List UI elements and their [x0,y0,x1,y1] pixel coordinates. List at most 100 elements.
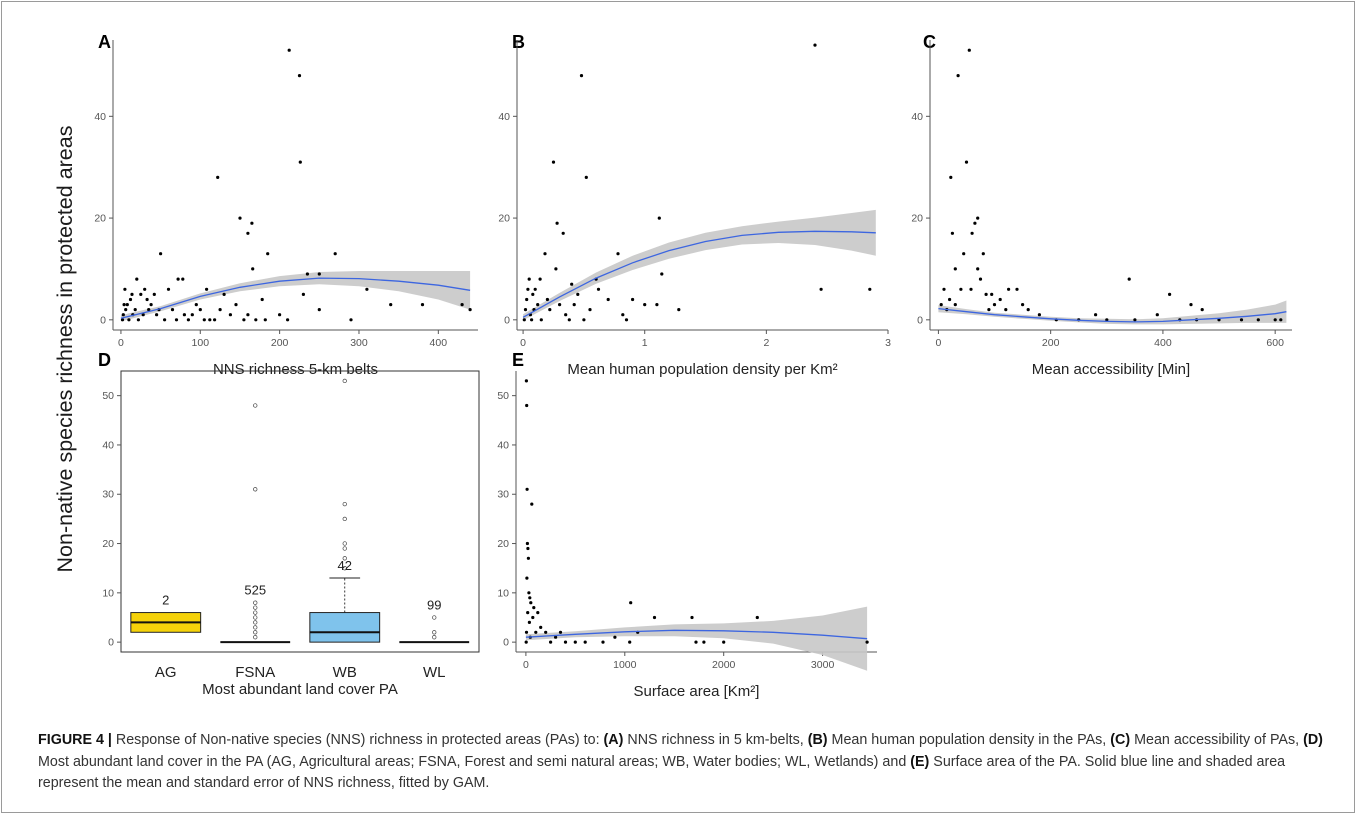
data-point [1200,308,1204,312]
caption-segment: (A) [603,732,624,748]
data-point [953,267,957,271]
outlier-point [253,615,258,620]
data-point [190,313,194,317]
outlier-point [342,516,347,522]
data-point [123,287,127,291]
data-point [155,313,159,317]
y-tick-label: 40 [497,439,509,451]
data-point [468,308,472,312]
data-point [865,640,869,644]
panel-b: B 0 20 40 0 1 2 3 Mean human population density … [498,32,891,378]
x-tick-label: 200 [1042,337,1060,349]
x-axis-label: Most abundant land cover PA [202,681,398,698]
data-point [613,635,617,639]
data-point [579,74,584,78]
panel-letter: A [98,32,111,52]
x-tick-label: 300 [350,337,368,349]
data-point [554,267,558,271]
data-point [962,252,966,256]
plots-canvas: Non-native species richness in protected… [53,32,1292,700]
data-point [536,611,540,615]
data-point [987,308,991,312]
data-point [287,48,291,52]
figure-caption: FIGURE 4 | Response of Non-native specie… [38,730,1328,795]
data-point [128,297,133,302]
data-point [122,303,126,307]
data-point [939,303,943,307]
x-category-label: FSNA [235,664,275,681]
data-point [942,287,946,291]
y-tick-label: 40 [498,111,510,123]
data-point [534,630,538,634]
data-point [524,379,529,383]
outlier-point [253,487,258,492]
y-tick-label: 10 [497,587,509,599]
y-tick-label: 30 [497,489,509,501]
data-point [298,160,302,164]
group-count-label: 99 [427,597,441,612]
data-point [238,216,242,220]
data-point [526,546,530,551]
data-point [978,277,983,281]
caption-segment: Response of Non-native species (NNS) ric… [111,732,604,748]
data-point [532,606,536,610]
data-point [583,640,587,644]
data-point [584,175,588,179]
data-point [567,318,571,322]
data-point [297,74,302,78]
y-tick-label: 10 [102,587,114,599]
data-point [218,308,222,312]
confidence-ribbon [523,209,876,321]
data-point [868,287,872,291]
y-tick-label: 40 [94,111,106,123]
y-tick-label: 0 [100,314,106,326]
data-point [333,252,337,256]
outlier-point [342,566,347,571]
outlier-point [253,600,258,605]
data-point [530,502,534,506]
y-tick-label: 20 [94,213,106,225]
data-point [170,308,175,312]
data-point [570,282,574,286]
data-point [139,292,143,296]
data-point [967,48,971,52]
confidence-ribbon [938,300,1287,325]
data-point [286,318,290,322]
data-point [133,308,137,312]
outlier-point [342,556,347,561]
caption-segment: Surface area of the PA. Solid blue line … [38,753,1286,792]
data-point [166,287,171,291]
panel-letter: D [98,350,111,370]
data-point [526,556,531,560]
data-point [1239,318,1244,322]
data-point [349,318,353,322]
x-axis-label: Mean accessibility [Min] [1032,361,1190,378]
data-point [250,221,254,225]
data-point [548,308,552,312]
data-point [1127,277,1131,281]
outlier-point [432,635,437,640]
outlier-point [253,635,258,640]
data-point [1094,313,1098,317]
data-point [529,601,533,605]
data-point [990,292,994,296]
data-point [1256,318,1260,322]
y-tick-label: 40 [102,439,114,451]
data-point [194,303,198,307]
x-tick-label: 200 [271,337,289,349]
data-point [216,175,220,179]
data-point [1189,303,1193,307]
data-point [222,292,226,296]
data-point [576,292,580,296]
x-category-label: WL [423,664,446,681]
data-point [526,287,530,291]
data-point [141,313,145,317]
data-point [616,252,620,256]
data-point [213,318,217,322]
x-category-label: AG [155,664,177,681]
data-point [1007,287,1011,291]
data-point [564,313,568,317]
data-point [260,297,264,302]
data-point [984,292,988,296]
